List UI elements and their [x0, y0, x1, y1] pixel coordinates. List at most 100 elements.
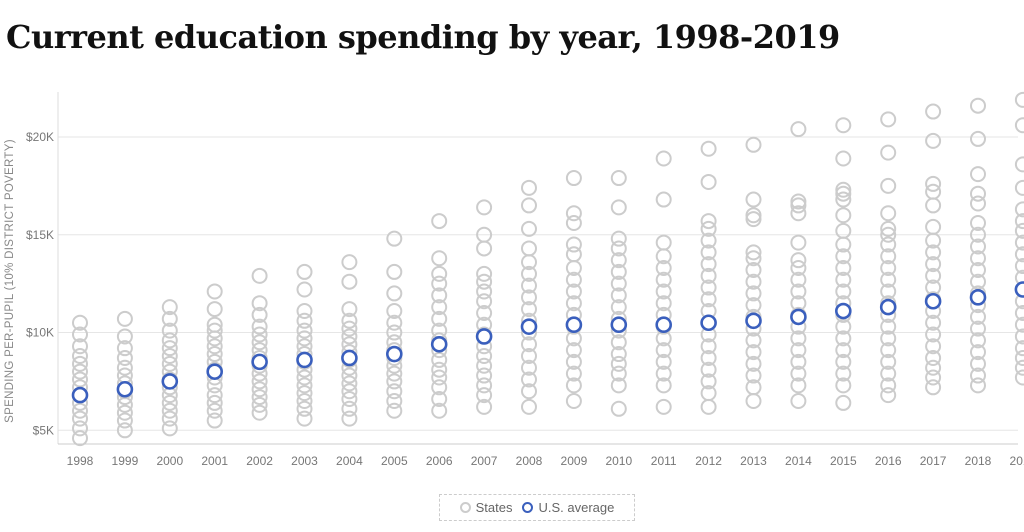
state-point	[431, 310, 448, 327]
state-point	[970, 250, 986, 267]
state-point	[925, 197, 942, 214]
state-point	[790, 252, 807, 269]
state-point	[745, 379, 762, 396]
x-tick-label: 2009	[561, 454, 588, 468]
state-point	[386, 285, 403, 302]
state-point	[341, 328, 358, 345]
state-point	[835, 353, 852, 370]
state-point	[745, 392, 762, 409]
state-point	[880, 283, 897, 300]
state-point	[610, 170, 627, 187]
y-tick-label: $15K	[26, 228, 54, 242]
state-point	[700, 279, 717, 296]
state-point	[206, 316, 223, 333]
state-point	[72, 402, 88, 419]
state-point	[72, 410, 88, 427]
state-point	[565, 353, 582, 370]
state-point	[790, 234, 807, 251]
state-point	[251, 396, 268, 413]
state-point	[655, 191, 672, 208]
state-point	[341, 254, 358, 271]
state-point	[610, 400, 627, 417]
us-average-point	[161, 373, 179, 390]
state-point	[835, 117, 852, 134]
state-point	[565, 342, 582, 359]
state-point	[1014, 304, 1024, 321]
state-point	[745, 207, 762, 224]
state-point	[970, 273, 986, 290]
state-point	[700, 213, 717, 230]
state-point	[880, 271, 897, 288]
us-average-point	[430, 335, 448, 353]
x-axis-ticks: 1998 1999 2000 2001 2002 2003 2004 2005 2006 2007…	[67, 454, 1024, 468]
state-point	[296, 377, 313, 394]
state-point	[880, 318, 897, 335]
state-point	[790, 330, 807, 347]
state-point	[925, 349, 942, 366]
state-point	[341, 367, 358, 384]
state-point	[431, 379, 448, 396]
state-point	[296, 281, 313, 298]
state-point	[206, 387, 223, 404]
state-point	[431, 265, 448, 282]
state-point	[116, 422, 133, 439]
us-average-point	[565, 316, 583, 334]
state-point	[206, 301, 223, 318]
state-point	[610, 252, 627, 269]
x-tick-label: 2011	[651, 454, 677, 468]
state-point	[745, 285, 762, 302]
state-point	[835, 318, 852, 335]
state-point	[925, 183, 942, 200]
x-tick-label: 1999	[112, 454, 139, 468]
state-point	[251, 318, 268, 335]
state-point	[655, 353, 672, 370]
state-point	[655, 150, 672, 167]
state-point	[790, 121, 807, 138]
state-point	[521, 277, 537, 294]
state-point	[925, 256, 942, 273]
state-point	[386, 373, 403, 390]
state-point	[1014, 340, 1024, 357]
state-point	[835, 271, 852, 288]
legend-item-states: States	[459, 500, 512, 515]
state-point	[970, 332, 986, 349]
us-average-point	[610, 316, 628, 334]
state-point	[72, 430, 88, 447]
state-point	[745, 191, 762, 208]
state-point	[116, 404, 133, 421]
x-tick-label: 1998	[67, 454, 94, 468]
state-point	[700, 361, 717, 378]
x-tick-label: 2010	[605, 454, 632, 468]
state-point	[790, 193, 807, 210]
state-point	[970, 320, 986, 337]
state-point	[386, 303, 403, 320]
state-point	[835, 283, 852, 300]
state-point	[925, 267, 942, 284]
state-point	[655, 398, 672, 415]
state-point	[206, 394, 223, 411]
state-point	[251, 404, 268, 421]
state-point	[521, 348, 537, 364]
state-point	[655, 295, 672, 312]
state-point	[880, 353, 897, 370]
state-point	[835, 222, 852, 239]
y-axis-ticks: $5K $10K $15K $20K	[26, 130, 54, 437]
us-average-point	[296, 351, 313, 369]
us-average-point	[520, 318, 538, 335]
us-average-point	[385, 345, 403, 363]
state-point	[970, 226, 986, 243]
state-point	[386, 230, 403, 247]
state-point	[610, 355, 627, 372]
state-point	[341, 391, 358, 408]
state-point	[565, 295, 582, 312]
state-point	[476, 357, 493, 374]
state-point	[72, 371, 88, 388]
state-point	[296, 330, 313, 347]
state-point	[655, 260, 672, 276]
state-point	[790, 260, 807, 276]
state-point	[72, 355, 88, 372]
state-point	[925, 244, 942, 261]
state-point	[72, 420, 88, 437]
state-point	[161, 332, 178, 349]
state-point	[72, 314, 88, 331]
